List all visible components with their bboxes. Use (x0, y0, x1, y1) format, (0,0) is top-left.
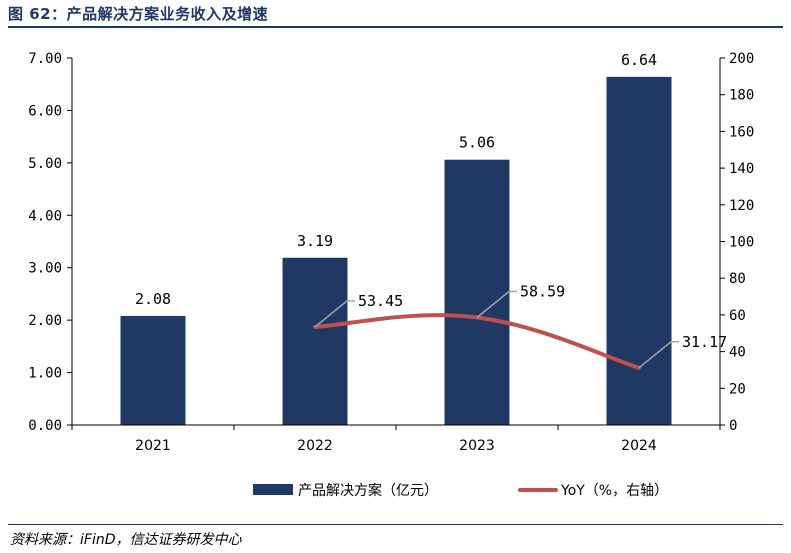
left-tick-label: 4.00 (28, 208, 62, 224)
line-data-label: 53.45 (358, 292, 403, 310)
left-tick-label: 2.00 (28, 313, 62, 329)
right-tick-label: 80 (729, 271, 746, 287)
left-tick-label: 6.00 (28, 103, 62, 119)
left-tick-label: 1.00 (28, 366, 62, 382)
title-rule (8, 26, 783, 28)
x-tick-label: 2022 (297, 438, 333, 454)
left-axis: 0.00 1.00 2.00 3.00 4.00 5.00 6.00 7.00 (28, 51, 73, 434)
line-label-leader (314, 300, 355, 328)
bar (606, 76, 672, 426)
legend-line-label: YoY（%，右轴） (560, 483, 668, 499)
bar (444, 159, 510, 425)
source-rule (8, 524, 783, 525)
right-tick-label: 100 (729, 235, 754, 251)
bar-data-label: 2.08 (135, 290, 171, 308)
right-tick-label: 20 (729, 381, 746, 397)
right-tick-label: 180 (729, 88, 754, 104)
right-tick-label: 120 (729, 198, 754, 214)
line-label-leader (638, 341, 679, 369)
x-tick-label: 2021 (135, 438, 171, 454)
legend-bar-label: 产品解决方案（亿元） (298, 482, 438, 499)
left-tick-label: 5.00 (28, 156, 62, 172)
left-tick-label: 3.00 (28, 261, 62, 277)
left-tick-label: 7.00 (28, 51, 62, 67)
bar-data-label: 3.19 (297, 232, 333, 250)
bar-data-label: 6.64 (621, 51, 657, 69)
right-tick-label: 140 (729, 161, 754, 177)
right-axis: 0 20 40 60 80 100 120 140 160 180 200 (719, 51, 754, 434)
left-tick-label: 0.00 (28, 418, 62, 434)
right-tick-label: 40 (729, 345, 746, 361)
line-label-leader (476, 290, 517, 319)
right-tick-label: 160 (729, 124, 754, 140)
figure-title: 图 62：产品解决方案业务收入及增速 (8, 5, 269, 23)
legend: 产品解决方案（亿元） YoY（%，右轴） (253, 482, 668, 499)
x-tick-label: 2023 (459, 438, 495, 454)
bar (120, 315, 186, 425)
right-tick-label: 200 (729, 51, 754, 67)
bar-data-label: 5.06 (459, 134, 495, 152)
bar (282, 257, 348, 425)
x-axis: 2021 2022 2023 2024 (71, 424, 721, 454)
line-series: 53.45 58.59 31.17 (313, 282, 727, 370)
line-data-label: 31.17 (682, 333, 727, 351)
x-tick-label: 2024 (621, 438, 657, 454)
source-note: 资料来源：iFinD，信达证券研发中心 (10, 532, 242, 548)
line-data-label: 58.59 (520, 282, 565, 300)
right-tick-label: 60 (729, 308, 746, 324)
legend-bar-swatch (253, 484, 293, 495)
bar-series: 2.08 3.19 5.06 6.64 (120, 51, 672, 426)
right-tick-label: 0 (729, 418, 737, 434)
